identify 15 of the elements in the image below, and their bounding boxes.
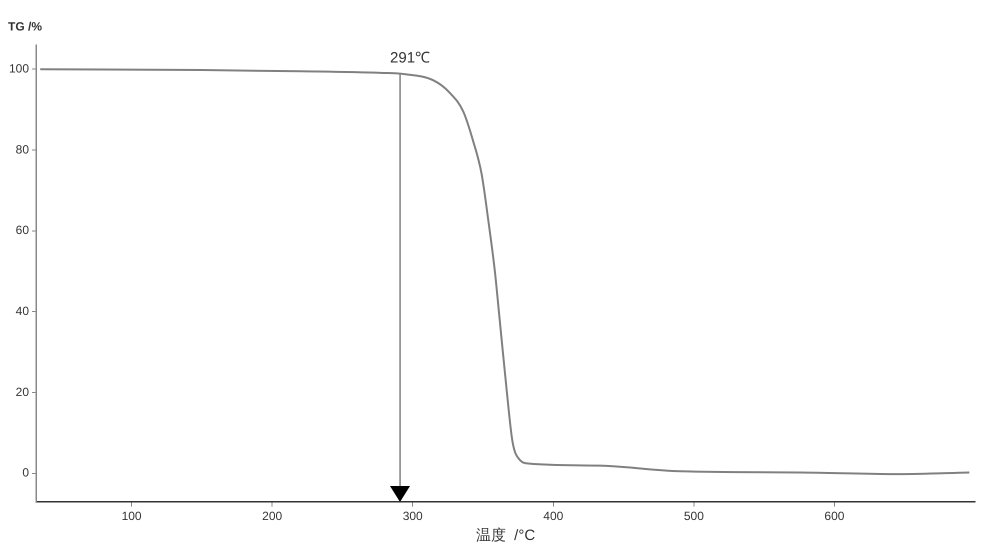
y-tick-label: 60 <box>16 223 30 238</box>
y-tick-label: 40 <box>16 304 30 318</box>
x-tick-label: 200 <box>262 509 282 524</box>
x-tick-label: 600 <box>824 509 845 524</box>
x-tick-label: 100 <box>122 509 142 524</box>
x-axis-title: 温度 /°C <box>476 527 536 544</box>
ref-line-label: 291℃ <box>390 50 430 67</box>
y-tick-label: 100 <box>8 62 30 76</box>
y-tick-label: 80 <box>16 142 30 156</box>
x-tick-label: 500 <box>684 509 704 524</box>
y-axis-title: TG /% <box>8 19 42 34</box>
x-tick-label: 400 <box>543 509 564 524</box>
x-tick-label: 300 <box>402 509 424 524</box>
y-tick-label: 20 <box>16 384 30 399</box>
y-tick-label: 0 <box>22 466 30 480</box>
